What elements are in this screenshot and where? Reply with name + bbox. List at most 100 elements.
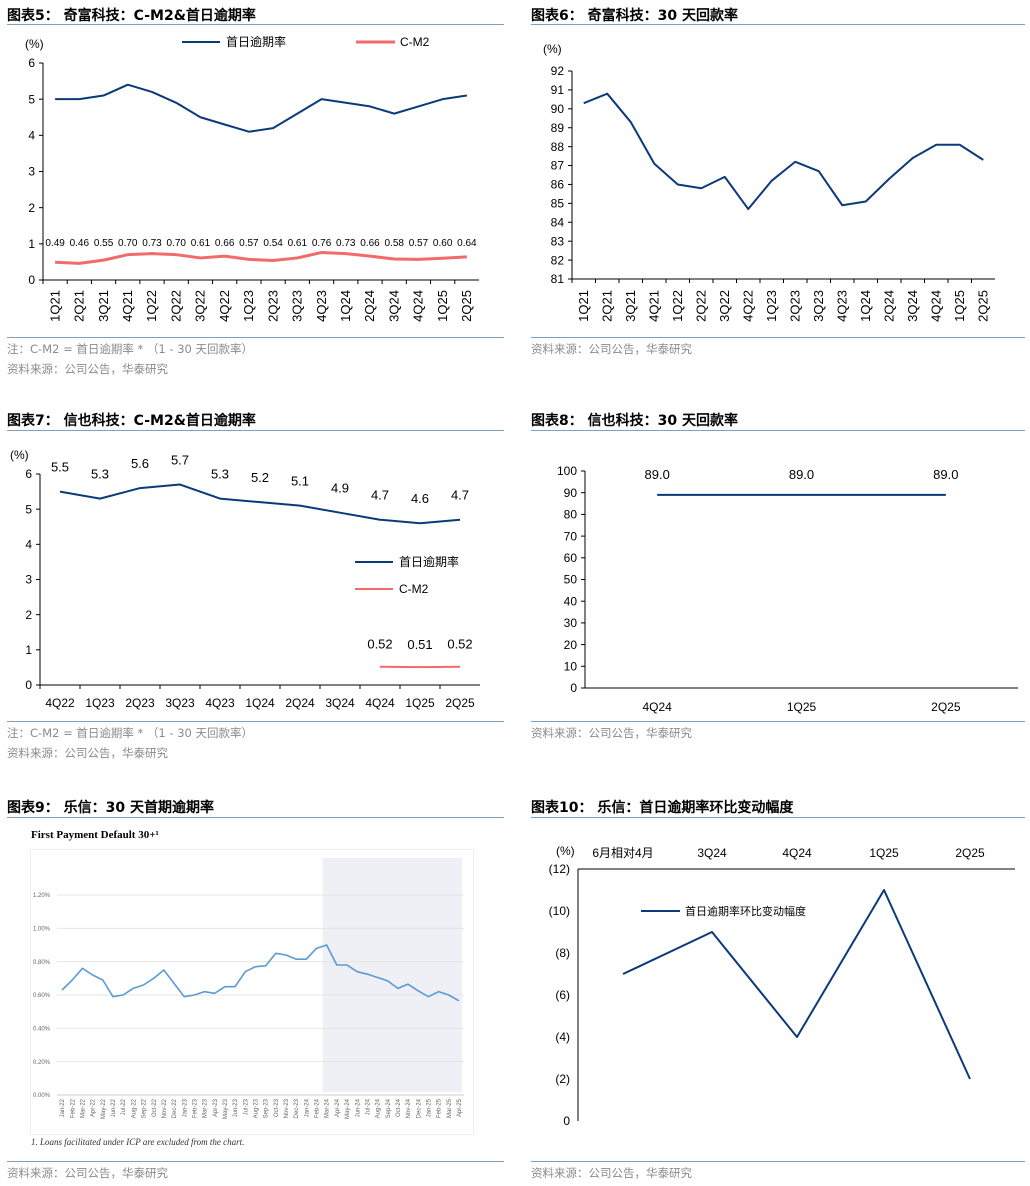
data-label: 4.7 (371, 488, 389, 503)
x-tick-label: 3Q21 (623, 290, 638, 322)
x-tick-label: 2Q25 (931, 700, 961, 714)
y-tick-label: 1.20% (33, 893, 51, 899)
y-tick-label: 20 (564, 638, 578, 652)
fig8-source: 资料来源：公司公告，华泰研究 (531, 726, 692, 740)
x-tick-label: 2Q25 (955, 846, 985, 860)
x-tick-label: 4Q23 (834, 290, 849, 322)
divider (7, 430, 504, 431)
x-tick-label: 4Q21 (120, 290, 135, 322)
fig9-title: 图表9： 乐信：30 天首期逾期率 (7, 800, 214, 816)
x-tick-label: 1Q25 (435, 290, 450, 322)
x-tick-label: 2Q22 (168, 290, 183, 322)
y-tick-label: 83 (551, 234, 565, 248)
x-tick-label: Sep-23 (264, 1098, 270, 1118)
x-tick-label: 2Q23 (787, 290, 802, 322)
fig5-source: 资料来源：公司公告，华泰研究 (7, 362, 168, 376)
series-line-2 (55, 251, 467, 265)
x-tick-label: 3Q22 (193, 290, 208, 322)
data-label: 0.73 (336, 238, 356, 249)
y-tick-label: 90 (564, 486, 578, 500)
data-label: 0.60 (433, 238, 453, 249)
x-tick-label: Feb-23 (192, 1098, 198, 1118)
x-tick-label: 1Q22 (670, 290, 685, 322)
y-tick-label: 81 (551, 272, 565, 286)
fig9-source: 资料来源：公司公告，华泰研究 (7, 1166, 168, 1180)
series-line-1 (622, 889, 971, 1080)
y-tick-label: 89 (551, 121, 565, 135)
x-tick-label: Mar-25 (447, 1098, 453, 1118)
y-tick-label: 91 (551, 83, 565, 97)
data-label: 5.5 (51, 460, 69, 475)
x-tick-label: 4Q24 (928, 290, 943, 322)
fig9-image-title: First Payment Default 30+¹ (31, 829, 159, 841)
data-label: 0.61 (288, 238, 308, 249)
y-tick-label: 60 (564, 551, 578, 565)
y-tick-label: (6) (555, 988, 570, 1002)
y-tick-label: 3 (25, 573, 32, 587)
y-tick-label: (4) (555, 1030, 570, 1044)
x-tick-label: 4Q23 (205, 696, 235, 710)
data-label: 0.58 (384, 238, 404, 249)
x-tick-label: 1Q25 (869, 846, 899, 860)
x-tick-label: 3Q24 (905, 290, 920, 322)
y-tick-label: 84 (551, 215, 565, 229)
x-tick-label: Sep-22 (142, 1098, 148, 1118)
y-tick-label: 82 (551, 253, 565, 267)
x-tick-label: 1Q25 (952, 290, 967, 322)
x-tick-label: Aug-24 (376, 1098, 382, 1118)
data-label: 4.9 (331, 481, 349, 496)
y-tick-label: 100 (557, 464, 577, 478)
x-tick-label: 3Q24 (697, 846, 727, 860)
data-label: 0.46 (70, 238, 90, 249)
data-label: 0.64 (457, 238, 477, 249)
x-tick-label: Dec-24 (416, 1098, 422, 1118)
x-tick-label: 3Q23 (290, 290, 305, 322)
x-tick-label: Oct-22 (152, 1098, 158, 1117)
x-tick-label: 3Q23 (811, 290, 826, 322)
x-tick-label: 1Q24 (338, 290, 353, 322)
x-tick-label: Feb-22 (70, 1098, 76, 1118)
x-tick-label: 4Q21 (646, 290, 661, 322)
series-line-1 (59, 483, 461, 525)
y-tick-label: 6 (28, 56, 35, 70)
data-label: 4.6 (411, 491, 429, 506)
divider (531, 1161, 1025, 1162)
fig9-image-frame (30, 849, 474, 1135)
x-tick-label: Jan-22 (60, 1098, 66, 1117)
series-line-1 (61, 944, 460, 1002)
y-axis-unit: (%) (556, 844, 575, 858)
y-tick-label: 92 (551, 64, 565, 78)
data-label: 0.70 (118, 238, 138, 249)
y-tick-label: 5 (28, 92, 35, 106)
x-tick-label: 1Q25 (787, 700, 817, 714)
data-label: 89.0 (933, 467, 958, 482)
x-tick-label: Apr-25 (457, 1098, 463, 1117)
x-tick-label: 1Q22 (144, 290, 159, 322)
y-tick-label: 1.00% (33, 926, 51, 932)
x-tick-label: Mar-22 (81, 1098, 87, 1118)
fig10-source: 资料来源：公司公告，华泰研究 (531, 1166, 692, 1180)
x-tick-label: Oct-23 (274, 1098, 280, 1117)
divider (531, 721, 1025, 722)
x-tick-label: Mar-23 (203, 1098, 209, 1118)
x-tick-label: 1Q21 (47, 290, 62, 322)
y-tick-label: 0.80% (33, 960, 51, 966)
x-tick-label: Aug-23 (254, 1098, 260, 1118)
x-tick-label: Apr-22 (91, 1098, 97, 1117)
y-tick-label: 85 (551, 197, 565, 211)
data-label: 4.7 (451, 488, 469, 503)
x-tick-label: 4Q23 (314, 290, 329, 322)
fig6-source: 资料来源：公司公告，华泰研究 (531, 342, 692, 356)
y-tick-label: 6 (25, 467, 32, 481)
x-tick-label: Mar-24 (325, 1098, 331, 1118)
legend-label: C-M2 (399, 582, 429, 596)
data-label: 5.2 (251, 470, 269, 485)
x-tick-label: 4Q24 (782, 846, 812, 860)
y-tick-label: 0 (28, 273, 35, 287)
x-tick-label: 2Q23 (125, 696, 155, 710)
y-axis-unit: (%) (10, 448, 29, 462)
x-tick-label: 2Q25 (445, 696, 475, 710)
y-tick-label: 1 (25, 643, 32, 657)
divider (531, 817, 1025, 818)
